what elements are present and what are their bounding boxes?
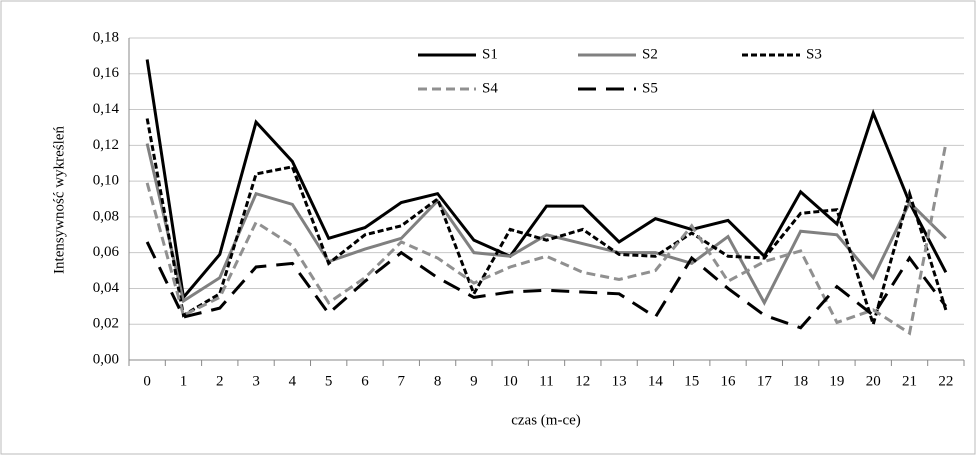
x-tick-label: 14 xyxy=(648,373,664,389)
x-tick-label: 18 xyxy=(793,373,808,389)
y-tick-label: 0,04 xyxy=(93,280,120,296)
x-tick-label: 22 xyxy=(938,373,953,389)
y-tick-label: 0,10 xyxy=(93,173,119,189)
x-tick-label: 1 xyxy=(180,373,188,389)
x-tick-label: 6 xyxy=(361,373,369,389)
x-tick-label: 15 xyxy=(684,373,699,389)
y-tick-label: 0,08 xyxy=(93,208,119,224)
y-tick-label: 0,12 xyxy=(93,137,119,153)
x-tick-label: 0 xyxy=(143,373,151,389)
legend-label: S3 xyxy=(806,46,822,62)
x-tick-label: 17 xyxy=(757,373,773,389)
x-tick-label: 19 xyxy=(829,373,844,389)
x-tick-label: 13 xyxy=(612,373,627,389)
x-tick-label: 3 xyxy=(252,373,260,389)
x-tick-label: 10 xyxy=(503,373,518,389)
legend-label: S4 xyxy=(482,80,498,96)
x-tick-label: 5 xyxy=(325,373,333,389)
y-tick-label: 0,06 xyxy=(93,244,120,260)
x-tick-label: 2 xyxy=(216,373,224,389)
x-tick-label: 12 xyxy=(575,373,590,389)
x-tick-label: 21 xyxy=(902,373,917,389)
x-tick-label: 16 xyxy=(721,373,737,389)
legend-label: S2 xyxy=(642,46,658,62)
series-line xyxy=(145,59,948,301)
x-tick-label: 11 xyxy=(539,373,553,389)
y-axis-label: Intensywność wykreśleń xyxy=(51,126,67,274)
series-line xyxy=(145,143,948,336)
y-tick-label: 0,02 xyxy=(93,316,119,332)
series-line xyxy=(145,241,948,330)
x-tick-label: 8 xyxy=(434,373,442,389)
series-line xyxy=(145,143,947,306)
legend-label: S1 xyxy=(482,46,498,62)
x-tick-label: 4 xyxy=(289,373,297,389)
y-tick-label: 0,14 xyxy=(93,101,120,117)
y-tick-label: 0,16 xyxy=(93,65,120,81)
legend-label: S5 xyxy=(642,80,658,96)
x-tick-label: 7 xyxy=(398,373,406,389)
y-tick-label: 0,18 xyxy=(93,29,119,45)
x-tick-label: 20 xyxy=(866,373,881,389)
y-tick-label: 0,00 xyxy=(93,351,119,367)
x-axis-label: czas (m-ce) xyxy=(511,412,581,428)
x-tick-label: 9 xyxy=(470,373,478,389)
series-line xyxy=(145,118,948,330)
